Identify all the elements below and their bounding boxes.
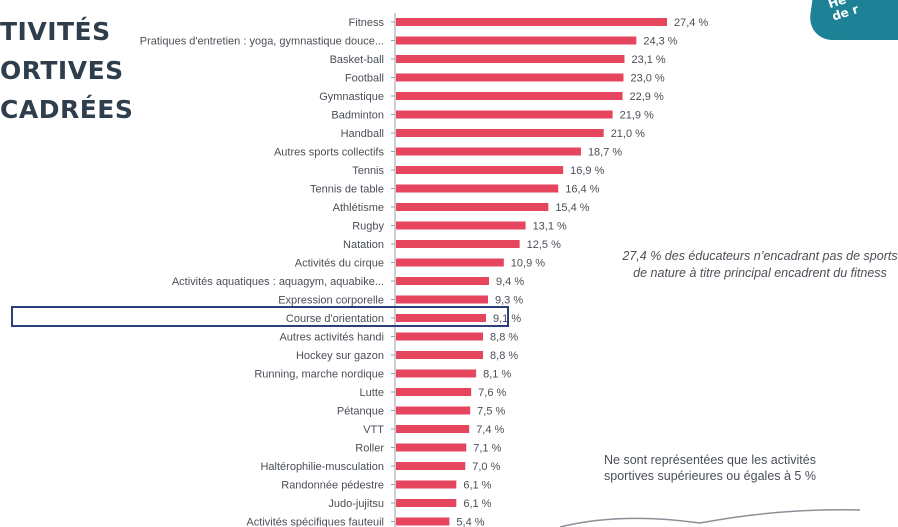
bar — [396, 110, 613, 119]
category-label: Randonnée pédestre — [281, 480, 384, 492]
value-label: 10,9 % — [511, 258, 545, 270]
category-label: Expression corporelle — [278, 295, 384, 307]
threshold-annotation: Ne sont représentées que les activités s… — [604, 453, 816, 483]
value-label: 7,5 % — [477, 406, 505, 418]
bar — [396, 258, 504, 267]
category-label: Badminton — [331, 110, 384, 122]
bar — [396, 147, 581, 156]
category-label: Autres sports collectifs — [274, 147, 385, 159]
category-label: Activités aquatiques : aquagym, aquabike… — [172, 276, 384, 288]
value-label: 7,6 % — [478, 387, 506, 399]
value-label: 12,5 % — [527, 239, 561, 251]
decorative-curve — [559, 509, 861, 527]
value-label: 7,1 % — [473, 443, 501, 455]
bar — [396, 443, 467, 452]
category-label: Activités spécifiques fauteuil — [246, 517, 384, 527]
value-label: 27,4 % — [674, 17, 708, 29]
value-label: 16,9 % — [570, 165, 604, 177]
category-label: Football — [345, 73, 384, 85]
category-label: Lutte — [360, 387, 384, 399]
category-label: Fitness — [349, 17, 385, 29]
value-label: 8,1 % — [483, 369, 511, 381]
category-label: Tennis de table — [310, 184, 384, 196]
bar — [396, 388, 472, 396]
category-label: Tennis — [352, 165, 384, 177]
bar — [396, 36, 637, 45]
category-label: Athlétisme — [333, 202, 384, 214]
bar — [396, 92, 623, 100]
section-title-line-3: CADRÉES — [0, 95, 134, 124]
category-label: Rugby — [352, 221, 384, 233]
section-title-line-1: TIVITÉS — [0, 17, 111, 46]
bar — [396, 129, 604, 137]
bar — [396, 295, 488, 304]
value-label: 7,4 % — [476, 424, 504, 436]
value-label: 21,9 % — [620, 110, 654, 122]
category-label: Pétanque — [337, 406, 384, 418]
bar — [396, 73, 624, 82]
bar — [396, 240, 520, 248]
category-label: Activités du cirque — [295, 258, 384, 270]
value-label: 16,4 % — [565, 184, 599, 196]
category-label: Roller — [355, 443, 384, 455]
category-label: VTT — [363, 424, 384, 436]
category-label: Basket-ball — [330, 54, 384, 66]
value-label: 18,7 % — [588, 147, 622, 159]
value-label: 9,4 % — [496, 276, 524, 288]
value-label: 9,3 % — [495, 295, 523, 307]
value-label: 6,1 % — [463, 480, 491, 492]
category-label: Handball — [341, 128, 384, 140]
bar — [396, 221, 526, 230]
category-label: Course d'orientation — [286, 313, 384, 325]
bar — [396, 203, 549, 211]
value-label: 8,8 % — [490, 332, 518, 344]
bar — [396, 277, 489, 285]
bar — [396, 406, 471, 415]
category-label: Hockey sur gazon — [296, 350, 384, 362]
bar — [396, 499, 457, 507]
section-title: TIVITÉS ORTIVES CADRÉES — [0, 12, 133, 129]
value-label: 5,4 % — [456, 517, 484, 527]
bar — [396, 332, 484, 341]
value-label: 13,1 % — [533, 221, 567, 233]
bar — [396, 55, 625, 63]
category-label: Judo-jujitsu — [328, 498, 384, 510]
bar — [396, 314, 487, 322]
bar — [396, 184, 559, 193]
bar — [396, 480, 457, 489]
bar — [396, 517, 450, 526]
value-label: 15,4 % — [555, 202, 589, 214]
bar — [396, 18, 667, 26]
bar — [396, 369, 477, 378]
category-label: Natation — [343, 239, 384, 251]
bar — [396, 166, 564, 174]
fitness-annotation: 27,4 % des éducateurs n’encadrant pas de… — [622, 249, 898, 280]
bar — [396, 462, 466, 470]
bar — [396, 351, 484, 359]
category-label: Haltérophilie-musculation — [260, 461, 384, 473]
value-label: 21,0 % — [611, 128, 645, 140]
bar — [396, 425, 470, 433]
category-label: Autres activités handi — [279, 332, 384, 344]
category-label: Pratiques d'entretien : yoga, gymnastiqu… — [140, 36, 384, 48]
value-label: 23,1 % — [631, 54, 665, 66]
value-label: 8,8 % — [490, 350, 518, 362]
category-label: Gymnastique — [319, 91, 384, 103]
value-label: 22,9 % — [629, 91, 663, 103]
value-label: 24,3 % — [643, 36, 677, 48]
section-title-line-2: ORTIVES — [0, 56, 124, 85]
highlight-box-course-orientation — [11, 306, 509, 327]
value-label: 6,1 % — [463, 498, 491, 510]
value-label: 7,0 % — [472, 461, 500, 473]
value-label: 23,0 % — [630, 73, 664, 85]
category-label: Running, marche nordique — [254, 369, 384, 381]
